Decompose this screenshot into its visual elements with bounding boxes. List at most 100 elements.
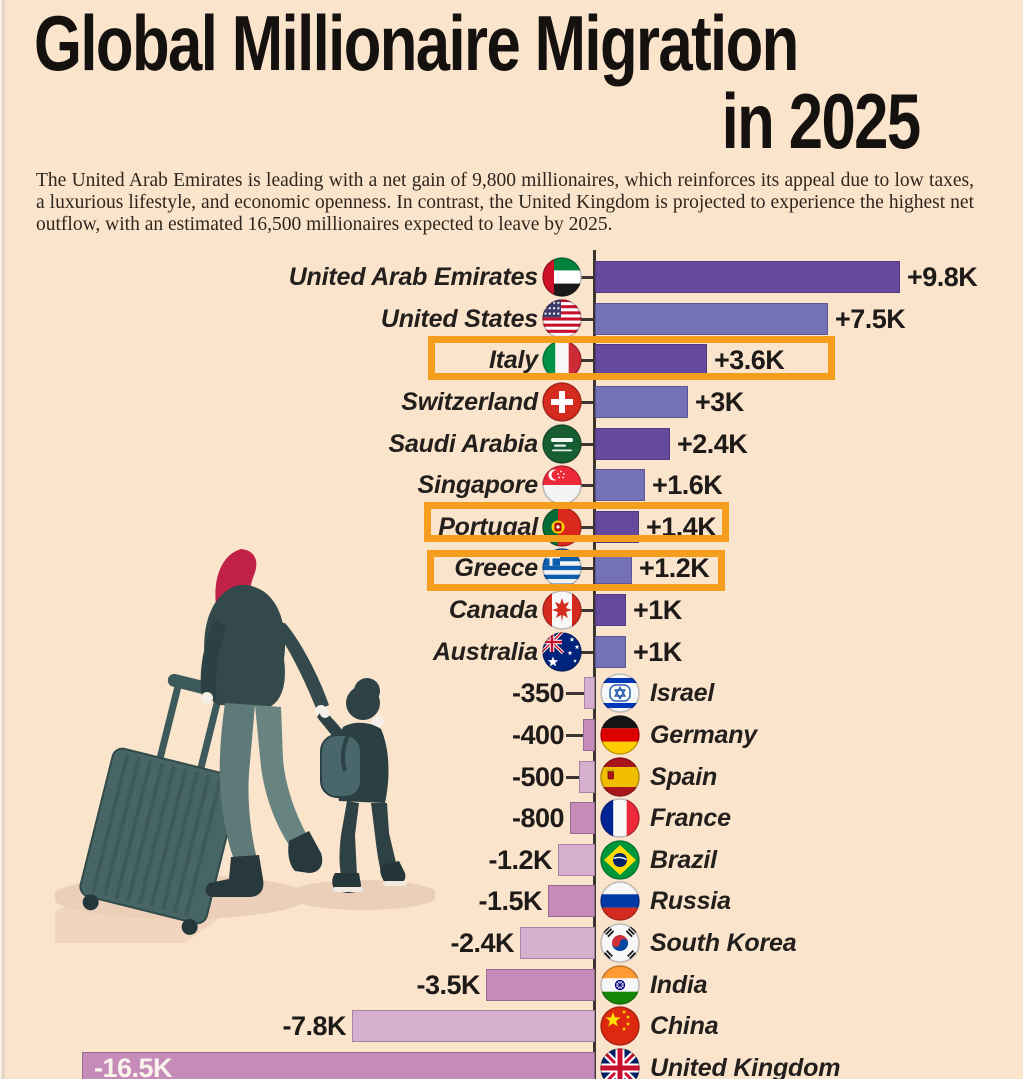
bar-australia [595, 636, 626, 668]
value-label-switzerland: +3K [695, 387, 744, 417]
value-label-germany: -400 [511, 720, 565, 750]
country-label-saudi-arabia: Saudi Arabia [388, 430, 539, 458]
value-label-india: -3.5K [416, 970, 480, 1000]
value-label-saudi-arabia: +2.4K [677, 429, 748, 459]
country-label-united-kingdom: United Kingdom [650, 1054, 841, 1079]
page-title-line-2: in 2025 [722, 77, 921, 165]
bar-russia [548, 885, 595, 917]
value-label-russia: -1.5K [478, 886, 542, 916]
highlight-box-greece [427, 550, 725, 591]
bar-south-korea [520, 927, 595, 959]
value-label-italy: +3.6K [714, 345, 785, 375]
flag-russia-icon [600, 881, 640, 921]
country-label-greece: Greece [454, 554, 538, 582]
country-label-brazil: Brazil [650, 846, 717, 874]
bar-united-arab-emirates [595, 261, 900, 293]
bar-singapore [595, 469, 645, 501]
bar-greece [595, 552, 632, 584]
highlight-box-italy [428, 336, 835, 380]
value-label-united-arab-emirates: +9.8K [907, 262, 978, 292]
value-label-france: -800 [511, 803, 565, 833]
woman-figure [200, 549, 329, 897]
country-label-germany: Germany [650, 721, 757, 749]
bar-italy [595, 344, 707, 376]
country-label-israel: Israel [650, 679, 715, 707]
page-title-line-1: Global Millionaire Migration [34, 0, 799, 87]
country-label-south-korea: South Korea [650, 929, 797, 957]
value-label-united-kingdom: -16.5K [94, 1053, 173, 1079]
country-label-united-states: United States [380, 305, 538, 333]
value-label-spain: -500 [511, 762, 565, 792]
bar-china [352, 1010, 595, 1042]
value-label-israel: -350 [511, 678, 565, 708]
country-label-switzerland: Switzerland [401, 388, 538, 416]
bar-spain [579, 761, 595, 793]
flag-connector-portugal [577, 525, 595, 529]
country-label-italy: Italy [488, 346, 538, 374]
bar-switzerland [595, 386, 688, 418]
country-label-china: China [650, 1012, 719, 1040]
value-label-south-korea: -2.4K [450, 928, 514, 958]
flag-saudi-arabia-icon [542, 424, 582, 464]
country-label-singapore: Singapore [417, 471, 539, 499]
flag-south-korea-icon [600, 923, 640, 963]
flag-connector-saudi-arabia [577, 442, 595, 446]
value-label-singapore: +1.6K [652, 470, 723, 500]
country-label-australia: Australia [432, 638, 538, 666]
flag-uk-icon [600, 1048, 640, 1079]
flag-switzerland-icon [542, 382, 582, 422]
flag-connector-australia [577, 650, 595, 654]
flag-singapore-icon [542, 465, 582, 505]
bar-germany [583, 719, 595, 751]
value-label-united-states: +7.5K [835, 304, 906, 334]
flag-connector-greece [577, 566, 595, 570]
flag-brazil-icon [600, 840, 640, 880]
flag-connector-italy [577, 358, 595, 362]
child-figure [317, 678, 407, 893]
flag-china-icon [600, 1006, 640, 1046]
flag-israel-icon [600, 673, 640, 713]
value-label-china: -7.8K [282, 1011, 346, 1041]
country-label-india: India [650, 971, 708, 999]
value-label-australia: +1K [633, 637, 682, 667]
country-label-canada: Canada [448, 596, 538, 624]
flag-connector-switzerland [577, 400, 595, 404]
flag-connector-canada [577, 608, 595, 612]
bar-brazil [558, 844, 595, 876]
bar-united-kingdom [82, 1052, 595, 1079]
bar-united-states [595, 303, 828, 335]
value-label-greece: +1.2K [639, 553, 710, 583]
migration-illustration [55, 549, 435, 943]
axis-line [593, 250, 596, 1079]
flag-connector-united-states [577, 317, 595, 321]
value-connector-spain [566, 775, 579, 779]
flag-india-icon [600, 965, 640, 1005]
bar-saudi-arabia [595, 428, 670, 460]
flag-france-icon [600, 798, 640, 838]
country-label-united-arab-emirates: United Arab Emirates [288, 263, 539, 291]
value-connector-israel [566, 691, 584, 695]
flag-connector-singapore [577, 483, 595, 487]
subtitle-paragraph: The United Arab Emirates is leading with… [36, 169, 974, 235]
page-left-edge [0, 0, 6, 1079]
flag-canada-icon [542, 590, 582, 630]
bar-france [570, 802, 595, 834]
value-connector-germany [566, 733, 583, 737]
value-label-brazil: -1.2K [488, 845, 552, 875]
bar-india [486, 969, 595, 1001]
value-label-canada: +1K [633, 595, 682, 625]
country-label-france: France [650, 804, 731, 832]
flag-connector-united-arab-emirates [577, 275, 595, 279]
flag-spain-icon [600, 757, 640, 797]
flag-usa-icon [542, 299, 582, 339]
flag-germany-icon [600, 715, 640, 755]
flag-uae-icon [542, 257, 582, 297]
highlight-box-portugal [424, 502, 729, 542]
country-label-russia: Russia [650, 887, 731, 915]
suitcase-icon [79, 673, 241, 935]
bar-israel [584, 677, 595, 709]
flag-australia-icon [542, 632, 582, 672]
bar-canada [595, 594, 626, 626]
country-label-spain: Spain [650, 763, 718, 791]
